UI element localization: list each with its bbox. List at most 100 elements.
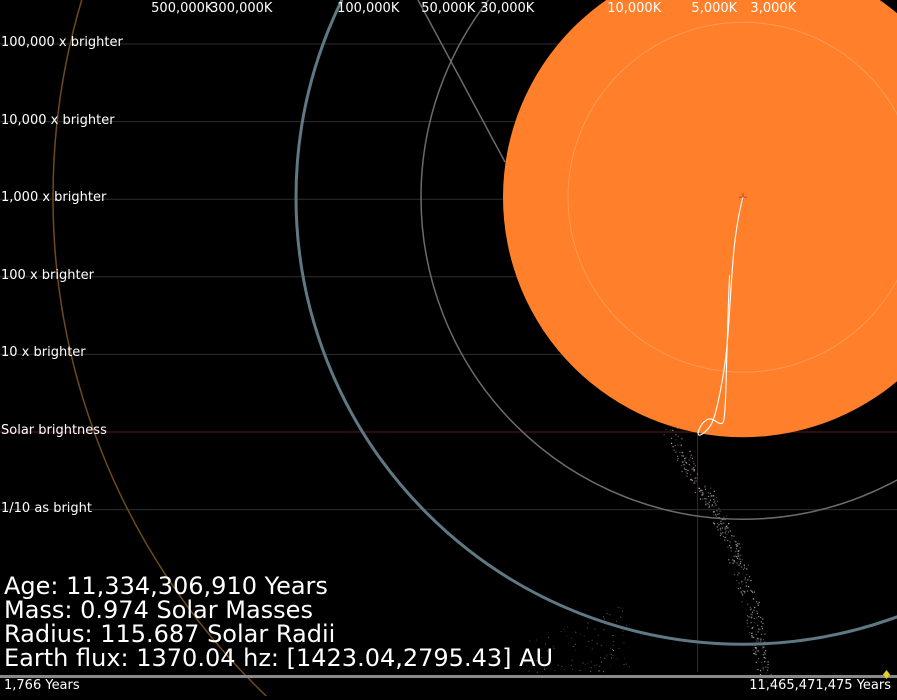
background-star bbox=[714, 502, 716, 504]
background-star bbox=[603, 629, 605, 631]
background-star bbox=[681, 455, 683, 457]
timeline-end-label: 11,465,471,475 Years bbox=[749, 678, 891, 693]
background-star bbox=[721, 527, 723, 529]
background-star bbox=[760, 616, 762, 619]
timeline-track[interactable] bbox=[0, 675, 897, 678]
background-star bbox=[621, 610, 623, 612]
background-star bbox=[753, 636, 755, 639]
background-star bbox=[591, 639, 593, 641]
background-star bbox=[722, 532, 724, 534]
background-star bbox=[715, 515, 718, 517]
background-star bbox=[720, 520, 722, 522]
background-star bbox=[767, 661, 769, 663]
background-star bbox=[744, 591, 746, 593]
background-star bbox=[752, 598, 754, 600]
background-star bbox=[737, 575, 739, 577]
background-star bbox=[606, 654, 608, 656]
background-star bbox=[750, 613, 752, 615]
background-star bbox=[721, 519, 723, 521]
background-star bbox=[693, 469, 696, 471]
background-star bbox=[612, 654, 614, 656]
background-star bbox=[741, 582, 743, 584]
background-star bbox=[755, 661, 757, 663]
background-star bbox=[736, 579, 738, 582]
background-star bbox=[751, 614, 753, 616]
background-star bbox=[762, 618, 764, 620]
background-star bbox=[762, 667, 764, 669]
background-star bbox=[757, 638, 759, 640]
background-star bbox=[685, 462, 687, 464]
background-star bbox=[566, 635, 568, 637]
background-stars-layer bbox=[520, 427, 772, 685]
background-star bbox=[717, 529, 719, 531]
background-star bbox=[742, 594, 744, 596]
background-star bbox=[720, 532, 722, 534]
background-star bbox=[753, 652, 755, 655]
background-star bbox=[675, 451, 677, 453]
star-inner-ring bbox=[567, 21, 897, 373]
background-star bbox=[752, 626, 754, 629]
background-star bbox=[763, 651, 765, 653]
background-star bbox=[689, 450, 691, 452]
background-star bbox=[756, 612, 759, 615]
background-star bbox=[680, 444, 682, 446]
background-star bbox=[753, 622, 755, 624]
background-star bbox=[746, 568, 748, 570]
background-star bbox=[742, 568, 745, 570]
background-star bbox=[757, 669, 759, 671]
background-star bbox=[611, 648, 613, 650]
x-tick-label: 50,000K bbox=[421, 1, 476, 16]
background-star bbox=[674, 444, 676, 447]
background-star bbox=[762, 639, 765, 641]
background-star bbox=[764, 641, 766, 643]
y-tick-label: 100,000 x brighter bbox=[1, 35, 123, 50]
background-star bbox=[735, 548, 738, 550]
background-star bbox=[719, 534, 722, 537]
background-star bbox=[741, 592, 743, 594]
background-star bbox=[701, 494, 704, 496]
timeline-handle-icon[interactable] bbox=[882, 670, 890, 679]
background-star bbox=[750, 608, 752, 610]
background-star bbox=[675, 434, 677, 436]
background-star bbox=[688, 459, 690, 461]
x-tick-label: 30,000K bbox=[480, 1, 535, 16]
background-star bbox=[685, 471, 687, 473]
background-star bbox=[728, 544, 731, 547]
background-star bbox=[708, 506, 710, 508]
background-star bbox=[753, 649, 755, 651]
background-star bbox=[728, 531, 730, 533]
background-star bbox=[716, 522, 719, 525]
earth-flux-readout: Earth flux: 1370.04 hz: [1423.04,2795.43… bbox=[4, 644, 554, 672]
background-star bbox=[762, 654, 764, 656]
background-star bbox=[737, 553, 739, 555]
background-star bbox=[690, 454, 693, 456]
background-star bbox=[688, 463, 690, 466]
background-star bbox=[759, 628, 761, 631]
background-star bbox=[712, 522, 715, 524]
y-tick-label: 10,000 x brighter bbox=[1, 112, 115, 128]
background-star bbox=[723, 522, 725, 524]
background-star bbox=[547, 636, 549, 638]
background-star bbox=[567, 642, 569, 644]
background-star bbox=[593, 665, 595, 667]
background-star bbox=[733, 560, 736, 562]
background-star bbox=[751, 635, 753, 637]
x-tick-label: 500,000K bbox=[151, 1, 214, 16]
background-star bbox=[570, 664, 572, 666]
background-star bbox=[746, 603, 749, 605]
background-star bbox=[735, 541, 737, 543]
background-star bbox=[544, 668, 546, 670]
background-star bbox=[716, 510, 718, 512]
background-star bbox=[719, 527, 721, 529]
background-star bbox=[762, 647, 764, 649]
background-star bbox=[741, 566, 743, 568]
background-star bbox=[715, 496, 718, 499]
background-star bbox=[737, 553, 739, 555]
background-star bbox=[711, 505, 713, 507]
background-star bbox=[711, 504, 713, 506]
background-star bbox=[612, 645, 614, 647]
background-star bbox=[574, 643, 576, 645]
timeline-scrubber[interactable]: 1,766 Years 11,465,471,475 Years bbox=[0, 670, 897, 696]
background-star bbox=[600, 656, 602, 658]
background-star bbox=[704, 488, 707, 490]
